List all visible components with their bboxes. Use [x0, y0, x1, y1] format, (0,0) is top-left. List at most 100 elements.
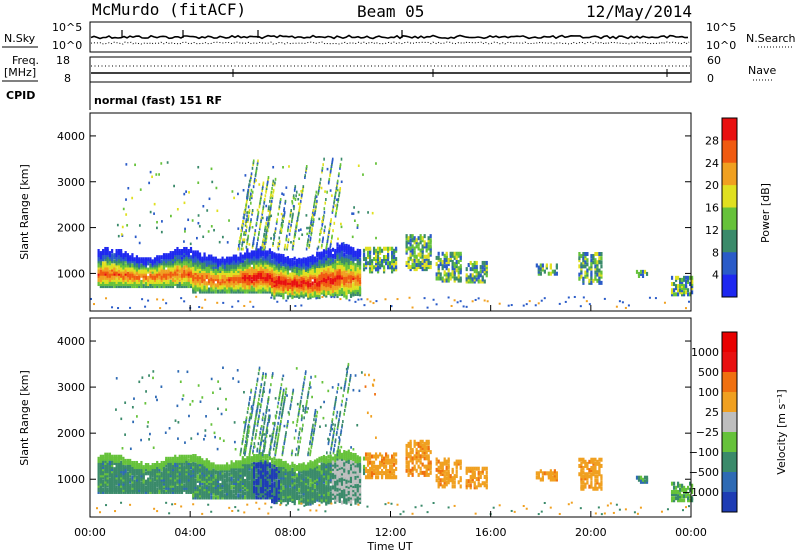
- power-cell: [117, 269, 120, 274]
- power-cell: [255, 281, 258, 286]
- velocity-cell: [99, 487, 102, 492]
- power-cell: [194, 279, 197, 284]
- power-cell: [327, 260, 330, 265]
- power-cell: [378, 248, 382, 253]
- power-cell: [272, 165, 275, 169]
- power-cell: [304, 274, 308, 279]
- power-cell: [126, 277, 130, 282]
- power-cell: [198, 275, 202, 280]
- power-cell: [409, 234, 412, 239]
- power-cell: [239, 277, 242, 282]
- power-cell: [294, 187, 296, 190]
- power-cell: [244, 289, 247, 294]
- power-cell: [126, 259, 130, 264]
- power-cell: [246, 220, 249, 223]
- power-cell: [214, 275, 217, 280]
- velocity-cell: [133, 460, 136, 465]
- velocity-cell: [178, 475, 181, 480]
- velocity-cell: [262, 476, 265, 481]
- power-cell: [295, 271, 299, 276]
- velocity-cell: [160, 485, 163, 490]
- power-cell: [249, 177, 252, 181]
- power-cell: [316, 270, 319, 275]
- velocity-cell: [97, 473, 100, 478]
- power-cell: [133, 273, 136, 278]
- velocity-cell: [176, 475, 179, 480]
- velocity-cell: [126, 481, 130, 486]
- power-cell: [356, 267, 359, 272]
- power-cell: [297, 202, 300, 206]
- velocity-cell: [259, 472, 262, 477]
- velocity-cell: [97, 475, 100, 480]
- power-cell: [287, 240, 290, 244]
- power-cell: [282, 287, 285, 292]
- power-cell: [334, 271, 337, 276]
- power-cell: [176, 273, 179, 278]
- velocity-cell: [295, 475, 299, 480]
- power-cell: [219, 275, 222, 280]
- power-cell: [682, 292, 686, 297]
- power-cell: [291, 288, 294, 293]
- velocity-cell: [198, 470, 202, 475]
- power-cell: [158, 259, 161, 264]
- velocity-cell: [266, 495, 269, 500]
- velocity-cell: [111, 471, 114, 476]
- power-cell: [324, 201, 327, 205]
- power-cell: [277, 278, 281, 283]
- power-cell: [600, 264, 603, 269]
- power-cell: [245, 199, 248, 203]
- power-cell: [473, 279, 476, 284]
- velocity-cell: [205, 476, 208, 481]
- power-cell: [598, 258, 601, 263]
- power-cell: [405, 242, 408, 247]
- power-cell: [293, 289, 296, 294]
- power-cell: [429, 244, 432, 249]
- velocity-cell: [185, 489, 188, 494]
- power-cell: [252, 163, 254, 167]
- velocity-cell: [183, 460, 186, 465]
- power-cell: [198, 266, 202, 271]
- power-cell: [481, 269, 484, 274]
- power-cell: [358, 259, 362, 264]
- velocity-cell: [262, 480, 265, 485]
- power-cell: [183, 257, 186, 262]
- power-cell: [467, 279, 470, 284]
- power-cell: [138, 265, 141, 270]
- power-cell: [108, 275, 111, 280]
- velocity-cell: [124, 485, 127, 490]
- velocity-cell: [266, 493, 269, 498]
- power-cell: [106, 249, 109, 254]
- velocity-cell: [169, 483, 172, 488]
- power-cell: [104, 255, 107, 260]
- velocity-cell: [108, 489, 111, 494]
- power-cell: [302, 275, 305, 280]
- velocity-cell: [171, 456, 175, 461]
- power-cell: [302, 282, 305, 287]
- velocity-cell: [207, 474, 211, 479]
- velocity-cell: [122, 458, 125, 463]
- power-cell: [156, 257, 159, 262]
- power-cell: [153, 273, 157, 278]
- power-cell: [280, 266, 283, 271]
- power-cell: [183, 201, 186, 205]
- power-cell: [210, 283, 213, 288]
- power-cell: [259, 275, 262, 280]
- power-cell: [250, 260, 253, 265]
- power-cell: [196, 260, 199, 265]
- power-cell: [248, 210, 251, 214]
- velocity-cell: [183, 454, 186, 459]
- power-cell: [578, 272, 581, 277]
- velocity-cell: [153, 465, 157, 470]
- velocity-cell: [225, 476, 229, 481]
- velocity-cell: [178, 483, 181, 488]
- power-cell: [352, 278, 355, 283]
- power-cell: [124, 263, 127, 268]
- power-cell: [618, 300, 621, 303]
- power-cell: [273, 272, 276, 277]
- power-cell: [334, 204, 337, 207]
- power-cell: [449, 257, 452, 262]
- power-cell: [336, 265, 339, 270]
- power-cell: [176, 265, 179, 270]
- power-cell: [196, 287, 199, 292]
- power-cell: [243, 238, 246, 242]
